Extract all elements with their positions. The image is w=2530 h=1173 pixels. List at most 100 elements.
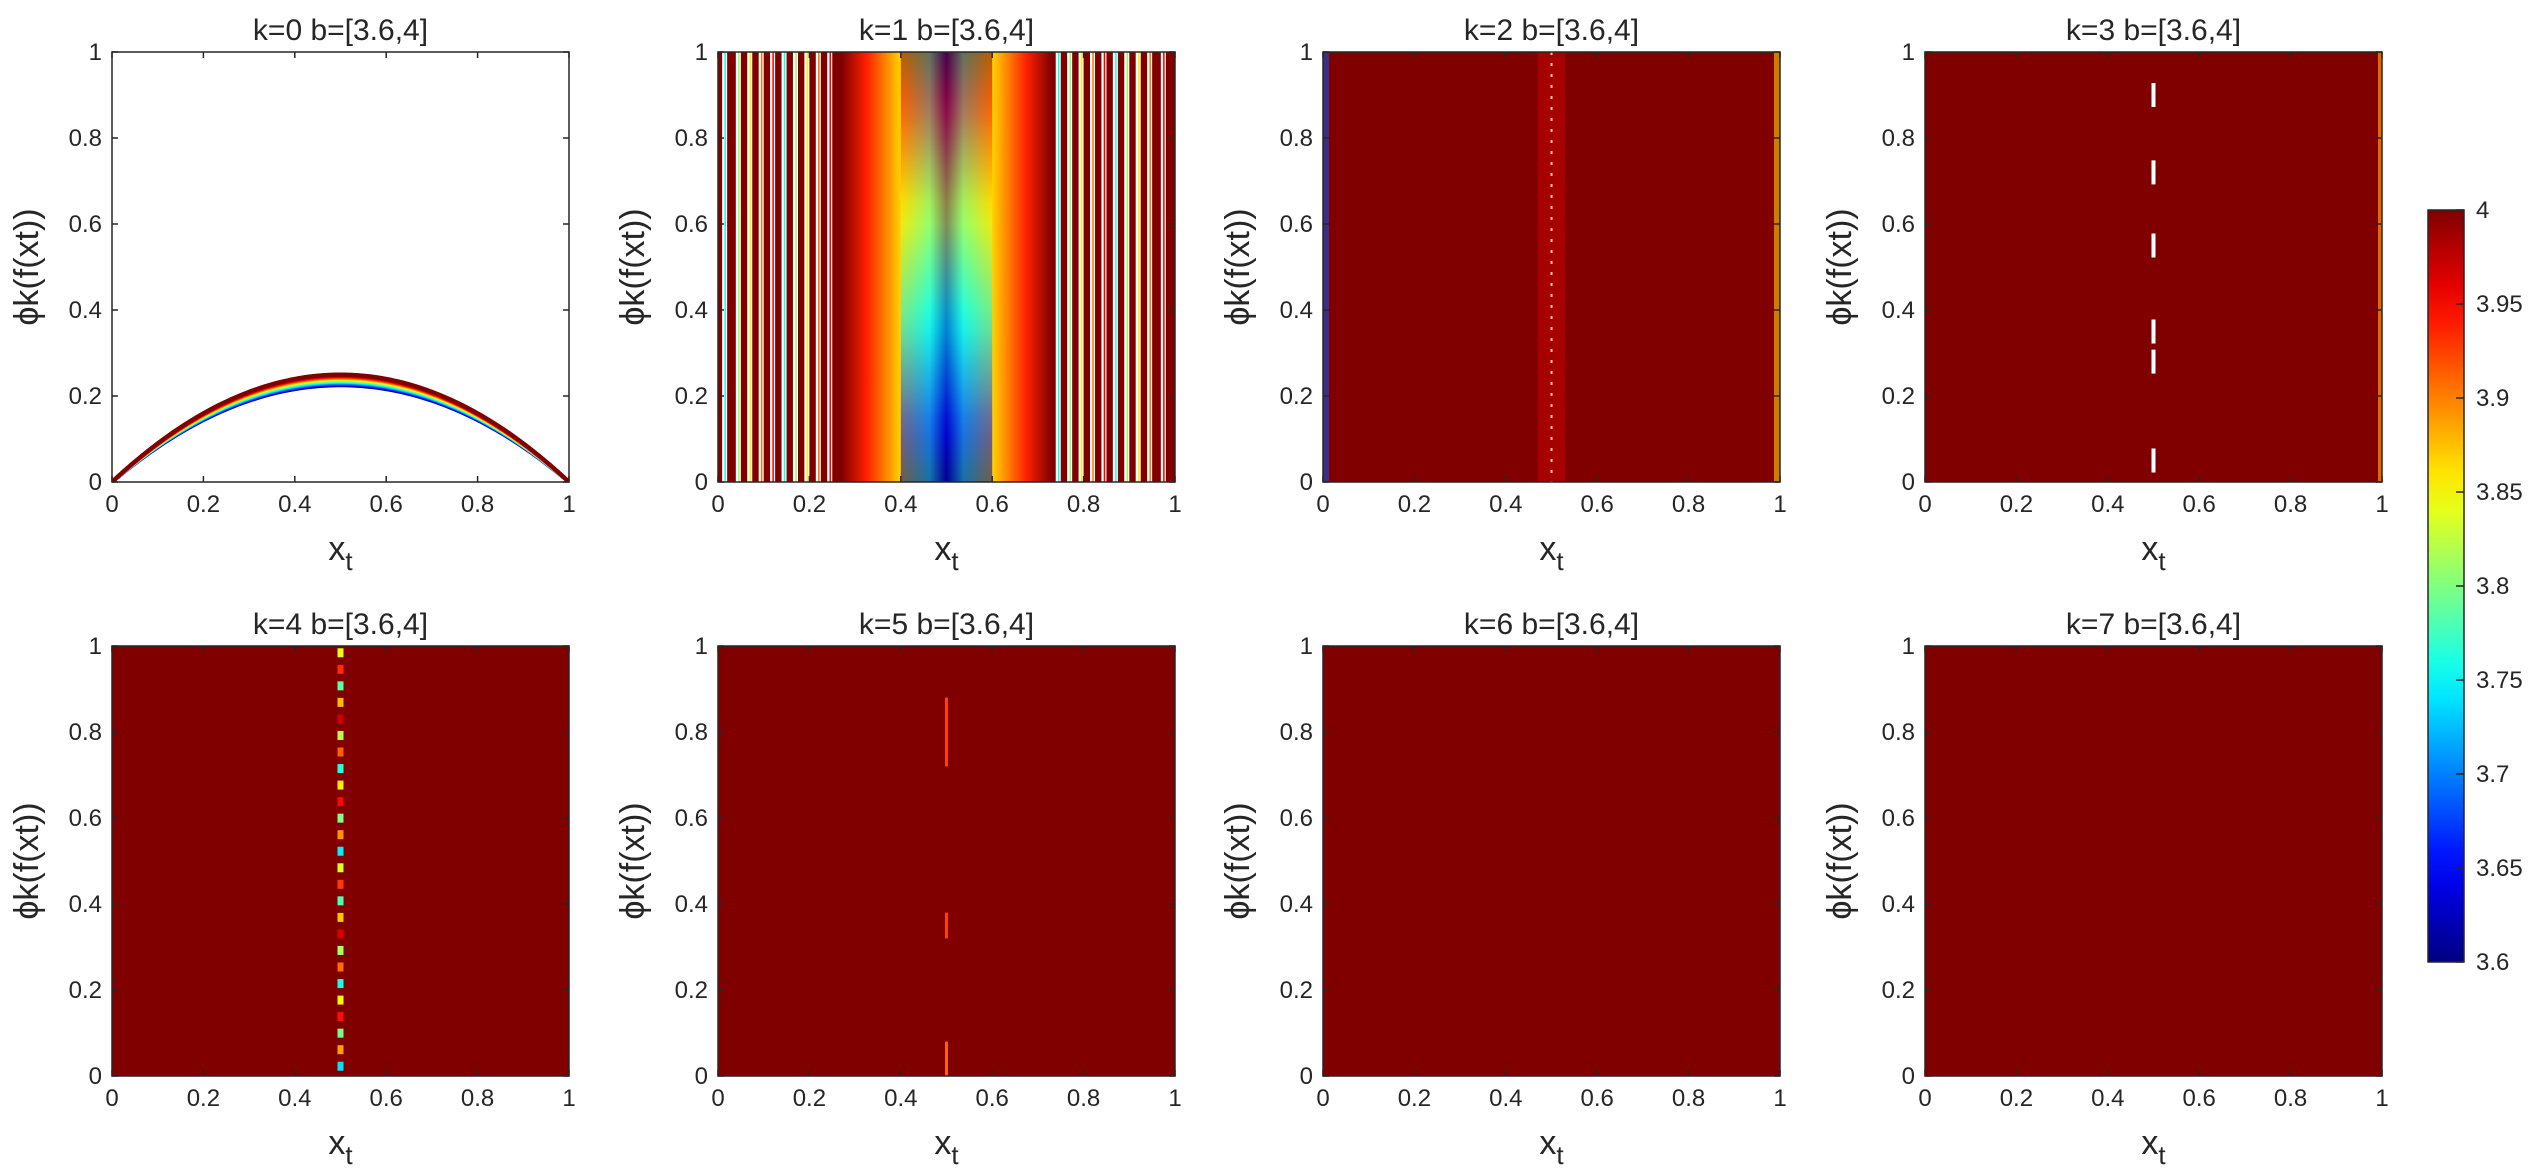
x-tick-label: 1 xyxy=(1168,1085,1181,1112)
fringe-band xyxy=(1160,52,1166,482)
y-tick-label: 0.2 xyxy=(1280,383,1313,410)
fringe-band xyxy=(781,52,787,482)
y-axis-label: ϕk(f(xt)) xyxy=(8,802,46,919)
x-tick-label: 0.2 xyxy=(793,491,826,518)
y-tick-label: 0 xyxy=(89,469,102,496)
center-speckle xyxy=(337,747,344,757)
axes-box xyxy=(717,51,1176,483)
x-label-main: x xyxy=(934,530,951,568)
x-label-main: x xyxy=(328,1124,345,1162)
colorbar-tick-label: 3.95 xyxy=(2476,291,2523,318)
fringe-color xyxy=(749,52,752,482)
y-tick-label: 1 xyxy=(89,39,102,66)
fringe-color xyxy=(1057,52,1060,482)
y-tick-label: 0.2 xyxy=(69,977,102,1004)
y-tick-label: 0.4 xyxy=(69,297,102,324)
center-speckle xyxy=(337,1061,344,1071)
colorbar-tick-label: 3.65 xyxy=(2476,855,2523,882)
y-tick-label: 0.2 xyxy=(1882,383,1915,410)
x-tick-label: 0.4 xyxy=(884,491,917,518)
x-tick-label: 0.2 xyxy=(187,1085,220,1112)
y-tick-label: 0 xyxy=(1902,469,1915,496)
subplot-k7: 0 0.2 0.4 0.6 0.8 1 0 0.2 0.4 0.6 0.8 1 k=7 b=[3.6,4… xyxy=(1821,608,2389,1170)
x-label-sub: t xyxy=(1556,546,1564,576)
plot-background xyxy=(112,52,569,482)
fringe-band xyxy=(1124,52,1130,482)
x-tick-label: 0.8 xyxy=(1672,1085,1705,1112)
x-axis-label: xt xyxy=(934,530,959,576)
y-tick-label: 0 xyxy=(695,469,708,496)
x-tick-label: 0.8 xyxy=(1672,491,1705,518)
y-tick-label: 0.8 xyxy=(675,125,708,152)
axes-box xyxy=(1322,51,1781,483)
fringe-band xyxy=(1055,52,1061,482)
y-axis-label: ϕk(f(xt)) xyxy=(614,208,652,325)
y-tick-label: 1 xyxy=(89,633,102,660)
center-band xyxy=(1537,52,1566,482)
center-speckle xyxy=(337,846,344,856)
center-speckle xyxy=(337,962,344,972)
y-tick-label: 0.4 xyxy=(1882,891,1915,918)
x-tick-label: 0.6 xyxy=(976,1085,1009,1112)
x-tick-label: 0.6 xyxy=(2183,491,2216,518)
x-tick-label: 0 xyxy=(1316,491,1329,518)
fringe-color xyxy=(795,52,797,482)
plot-area xyxy=(718,52,1175,482)
panel-title: k=1 b=[3.6,4] xyxy=(859,14,1034,47)
x-axis-label: xt xyxy=(328,530,353,576)
subplot-k0: 0 0.2 0.4 0.6 0.8 1 0 0.2 0.4 0.6 0.8 1 k=0 b=[3.6,4… xyxy=(8,14,576,576)
fringe-band xyxy=(1112,52,1118,482)
x-label-main: x xyxy=(1539,530,1556,568)
center-speckle xyxy=(337,813,344,823)
y-tick-label: 1 xyxy=(1300,633,1313,660)
y-tick-label: 0.6 xyxy=(1882,805,1915,832)
x-tick-label: 1 xyxy=(1773,1085,1786,1112)
fringe-color xyxy=(1126,52,1129,482)
center-gap xyxy=(2151,83,2156,107)
x-tick-label: 0.4 xyxy=(2091,1085,2124,1112)
plot-area xyxy=(1323,52,1780,482)
y-axis-label: ϕk(f(xt)) xyxy=(1219,802,1257,919)
y-tick-label: 0.8 xyxy=(69,125,102,152)
plot-area xyxy=(1323,646,1780,1076)
x-tick-label: 0.2 xyxy=(2000,491,2033,518)
x-tick-label: 0.8 xyxy=(461,1085,494,1112)
x-tick-label: 0.8 xyxy=(461,491,494,518)
fringe-band xyxy=(758,52,764,482)
center-gap xyxy=(2151,233,2156,258)
y-axis-label: ϕk(f(xt)) xyxy=(1219,208,1257,325)
panel-title: k=6 b=[3.6,4] xyxy=(1464,608,1639,641)
center-speckle xyxy=(337,714,344,724)
axes-box xyxy=(111,51,570,483)
fringe-band xyxy=(1067,52,1073,482)
center-gap xyxy=(2151,160,2156,185)
panel-title: k=3 b=[3.6,4] xyxy=(2066,14,2241,47)
subplot-k5: 0 0.2 0.4 0.6 0.8 1 0 0.2 0.4 0.6 0.8 1 k=5 b=[3.6,4… xyxy=(614,608,1182,1170)
y-tick-label: 0 xyxy=(1300,1063,1313,1090)
x-label-main: x xyxy=(2141,1124,2158,1162)
x-tick-label: 0 xyxy=(1918,491,1931,518)
x-axis-label: xt xyxy=(934,1124,959,1170)
x-tick-label: 0.8 xyxy=(1067,1085,1100,1112)
plot-background xyxy=(1323,646,1780,1076)
edge-artifact xyxy=(1323,52,1329,482)
y-tick-label: 0.2 xyxy=(69,383,102,410)
center-speckle xyxy=(337,664,344,674)
y-tick-label: 0.4 xyxy=(675,891,708,918)
fringe-band xyxy=(722,52,728,482)
center-speckle xyxy=(337,797,344,807)
x-tick-label: 0.2 xyxy=(793,1085,826,1112)
x-label-sub: t xyxy=(1556,1140,1564,1170)
y-tick-label: 0.8 xyxy=(1280,719,1313,746)
colorbar-tick-label: 3.8 xyxy=(2476,573,2509,600)
fringe-band xyxy=(792,52,798,482)
x-tick-label: 0 xyxy=(711,491,724,518)
axes-box xyxy=(111,645,570,1077)
axes-box xyxy=(1924,51,2383,483)
x-tick-label: 0.6 xyxy=(370,491,403,518)
x-label-sub: t xyxy=(345,546,353,576)
plot-area xyxy=(112,646,569,1076)
x-label-sub: t xyxy=(951,1140,959,1170)
x-axis-label: xt xyxy=(328,1124,353,1170)
subplot-k1: 0 0.2 0.4 0.6 0.8 1 0 0.2 0.4 0.6 0.8 1 k=1 b=[3.6,4… xyxy=(614,14,1182,576)
